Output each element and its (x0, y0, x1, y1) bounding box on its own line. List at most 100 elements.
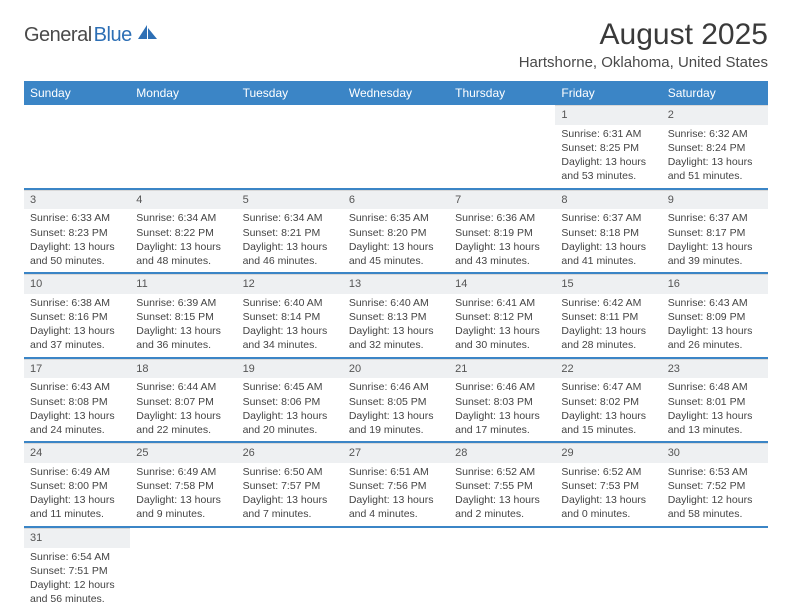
day-number: 27 (343, 443, 449, 463)
day-details: Sunrise: 6:34 AMSunset: 8:22 PMDaylight:… (130, 209, 236, 272)
day-details: Sunrise: 6:41 AMSunset: 8:12 PMDaylight:… (449, 294, 555, 357)
sunset-text: Sunset: 8:23 PM (30, 226, 124, 240)
day-details: Sunrise: 6:31 AMSunset: 8:25 PMDaylight:… (555, 125, 661, 188)
day-details: Sunrise: 6:45 AMSunset: 8:06 PMDaylight:… (237, 378, 343, 441)
sunset-text: Sunset: 7:53 PM (561, 479, 655, 493)
sunset-text: Sunset: 8:12 PM (455, 310, 549, 324)
day-header: Thursday (449, 81, 555, 105)
daylight-text: Daylight: 13 hours and 48 minutes. (136, 240, 230, 268)
calendar-week-row: 10Sunrise: 6:38 AMSunset: 8:16 PMDayligh… (24, 273, 768, 358)
daylight-text: Daylight: 13 hours and 20 minutes. (243, 409, 337, 437)
sunrise-text: Sunrise: 6:50 AM (243, 465, 337, 479)
day-details: Sunrise: 6:47 AMSunset: 8:02 PMDaylight:… (555, 378, 661, 441)
daylight-text: Daylight: 13 hours and 9 minutes. (136, 493, 230, 521)
day-header: Tuesday (237, 81, 343, 105)
daylight-text: Daylight: 13 hours and 17 minutes. (455, 409, 549, 437)
calendar-day-cell: 12Sunrise: 6:40 AMSunset: 8:14 PMDayligh… (237, 273, 343, 358)
calendar-day-cell (130, 527, 236, 611)
sunset-text: Sunset: 8:01 PM (668, 395, 762, 409)
calendar-week-row: 3Sunrise: 6:33 AMSunset: 8:23 PM Daylight… (24, 189, 768, 274)
calendar-day-cell: 28Sunrise: 6:52 AMSunset: 7:55 PMDayligh… (449, 442, 555, 527)
daylight-text: Daylight: 12 hours and 58 minutes. (668, 493, 762, 521)
calendar-day-cell: 16Sunrise: 6:43 AMSunset: 8:09 PMDayligh… (662, 273, 768, 358)
day-details: Sunrise: 6:46 AMSunset: 8:03 PMDaylight:… (449, 378, 555, 441)
sunrise-text: Sunrise: 6:52 AM (561, 465, 655, 479)
day-details: Sunrise: 6:43 AMSunset: 8:09 PMDaylight:… (662, 294, 768, 357)
day-number: 5 (237, 190, 343, 210)
calendar-day-cell: 2Sunrise: 6:32 AMSunset: 8:24 PMDaylight… (662, 105, 768, 189)
calendar-day-cell: 18Sunrise: 6:44 AMSunset: 8:07 PMDayligh… (130, 358, 236, 443)
sunrise-text: Sunrise: 6:53 AM (668, 465, 762, 479)
brand-logo: GeneralBlue (24, 24, 159, 47)
day-number: 20 (343, 359, 449, 379)
daylight-text: Daylight: 13 hours and 15 minutes. (561, 409, 655, 437)
day-number: 18 (130, 359, 236, 379)
calendar-day-cell: 22Sunrise: 6:47 AMSunset: 8:02 PMDayligh… (555, 358, 661, 443)
calendar-week-row: 1Sunrise: 6:31 AMSunset: 8:25 PMDaylight… (24, 105, 768, 189)
sunset-text: Sunset: 8:06 PM (243, 395, 337, 409)
day-number: 30 (662, 443, 768, 463)
day-header: Sunday (24, 81, 130, 105)
daylight-text: Daylight: 13 hours and 36 minutes. (136, 324, 230, 352)
sunrise-text: Sunrise: 6:38 AM (30, 296, 124, 310)
sunrise-text: Sunrise: 6:54 AM (30, 550, 124, 564)
daylight-text: Daylight: 13 hours and 22 minutes. (136, 409, 230, 437)
day-number: 4 (130, 190, 236, 210)
sunrise-text: Sunrise: 6:33 AM (30, 211, 124, 225)
day-details: Sunrise: 6:36 AMSunset: 8:19 PMDaylight:… (449, 209, 555, 272)
calendar-day-cell (343, 527, 449, 611)
daylight-text: Daylight: 13 hours and 45 minutes. (349, 240, 443, 268)
calendar-day-cell: 21Sunrise: 6:46 AMSunset: 8:03 PMDayligh… (449, 358, 555, 443)
sunset-text: Sunset: 8:24 PM (668, 141, 762, 155)
calendar-day-cell: 25Sunrise: 6:49 AMSunset: 7:58 PMDayligh… (130, 442, 236, 527)
sunset-text: Sunset: 8:21 PM (243, 226, 337, 240)
calendar-day-cell: 14Sunrise: 6:41 AMSunset: 8:12 PMDayligh… (449, 273, 555, 358)
sunset-text: Sunset: 8:19 PM (455, 226, 549, 240)
sunset-text: Sunset: 7:57 PM (243, 479, 337, 493)
day-number: 3 (24, 190, 130, 210)
sunrise-text: Sunrise: 6:45 AM (243, 380, 337, 394)
sunrise-text: Sunrise: 6:32 AM (668, 127, 762, 141)
sunrise-text: Sunrise: 6:37 AM (668, 211, 762, 225)
day-details: Sunrise: 6:49 AMSunset: 8:00 PMDaylight:… (24, 463, 130, 526)
day-number: 31 (24, 528, 130, 548)
day-details: Sunrise: 6:53 AMSunset: 7:52 PMDaylight:… (662, 463, 768, 526)
sunset-text: Sunset: 8:08 PM (30, 395, 124, 409)
sunrise-text: Sunrise: 6:37 AM (561, 211, 655, 225)
daylight-text: Daylight: 13 hours and 30 minutes. (455, 324, 549, 352)
sunrise-text: Sunrise: 6:48 AM (668, 380, 762, 394)
day-details: Sunrise: 6:40 AMSunset: 8:14 PMDaylight:… (237, 294, 343, 357)
sunrise-text: Sunrise: 6:52 AM (455, 465, 549, 479)
day-number: 16 (662, 274, 768, 294)
sunset-text: Sunset: 8:15 PM (136, 310, 230, 324)
day-number: 23 (662, 359, 768, 379)
day-number: 29 (555, 443, 661, 463)
daylight-text: Daylight: 13 hours and 0 minutes. (561, 493, 655, 521)
calendar-day-cell: 9Sunrise: 6:37 AMSunset: 8:17 PMDaylight… (662, 189, 768, 274)
sunrise-text: Sunrise: 6:46 AM (455, 380, 549, 394)
day-number: 12 (237, 274, 343, 294)
sunset-text: Sunset: 8:20 PM (349, 226, 443, 240)
sunset-text: Sunset: 8:25 PM (561, 141, 655, 155)
day-details: Sunrise: 6:54 AMSunset: 7:51 PMDaylight:… (24, 548, 130, 611)
day-number: 8 (555, 190, 661, 210)
sunset-text: Sunset: 8:22 PM (136, 226, 230, 240)
calendar-day-cell: 8Sunrise: 6:37 AMSunset: 8:18 PMDaylight… (555, 189, 661, 274)
sunset-text: Sunset: 8:14 PM (243, 310, 337, 324)
sunrise-text: Sunrise: 6:43 AM (30, 380, 124, 394)
day-details: Sunrise: 6:42 AMSunset: 8:11 PMDaylight:… (555, 294, 661, 357)
sunset-text: Sunset: 8:11 PM (561, 310, 655, 324)
location-subtitle: Hartshorne, Oklahoma, United States (519, 54, 768, 71)
calendar-day-cell: 26Sunrise: 6:50 AMSunset: 7:57 PMDayligh… (237, 442, 343, 527)
day-number: 24 (24, 443, 130, 463)
sunrise-text: Sunrise: 6:39 AM (136, 296, 230, 310)
calendar-day-cell (24, 105, 130, 189)
daylight-text: Daylight: 13 hours and 41 minutes. (561, 240, 655, 268)
calendar-day-cell (662, 527, 768, 611)
daylight-text: Daylight: 13 hours and 4 minutes. (349, 493, 443, 521)
sunrise-text: Sunrise: 6:46 AM (349, 380, 443, 394)
day-header: Saturday (662, 81, 768, 105)
calendar-week-row: 24Sunrise: 6:49 AMSunset: 8:00 PMDayligh… (24, 442, 768, 527)
day-details: Sunrise: 6:48 AMSunset: 8:01 PMDaylight:… (662, 378, 768, 441)
day-number: 15 (555, 274, 661, 294)
